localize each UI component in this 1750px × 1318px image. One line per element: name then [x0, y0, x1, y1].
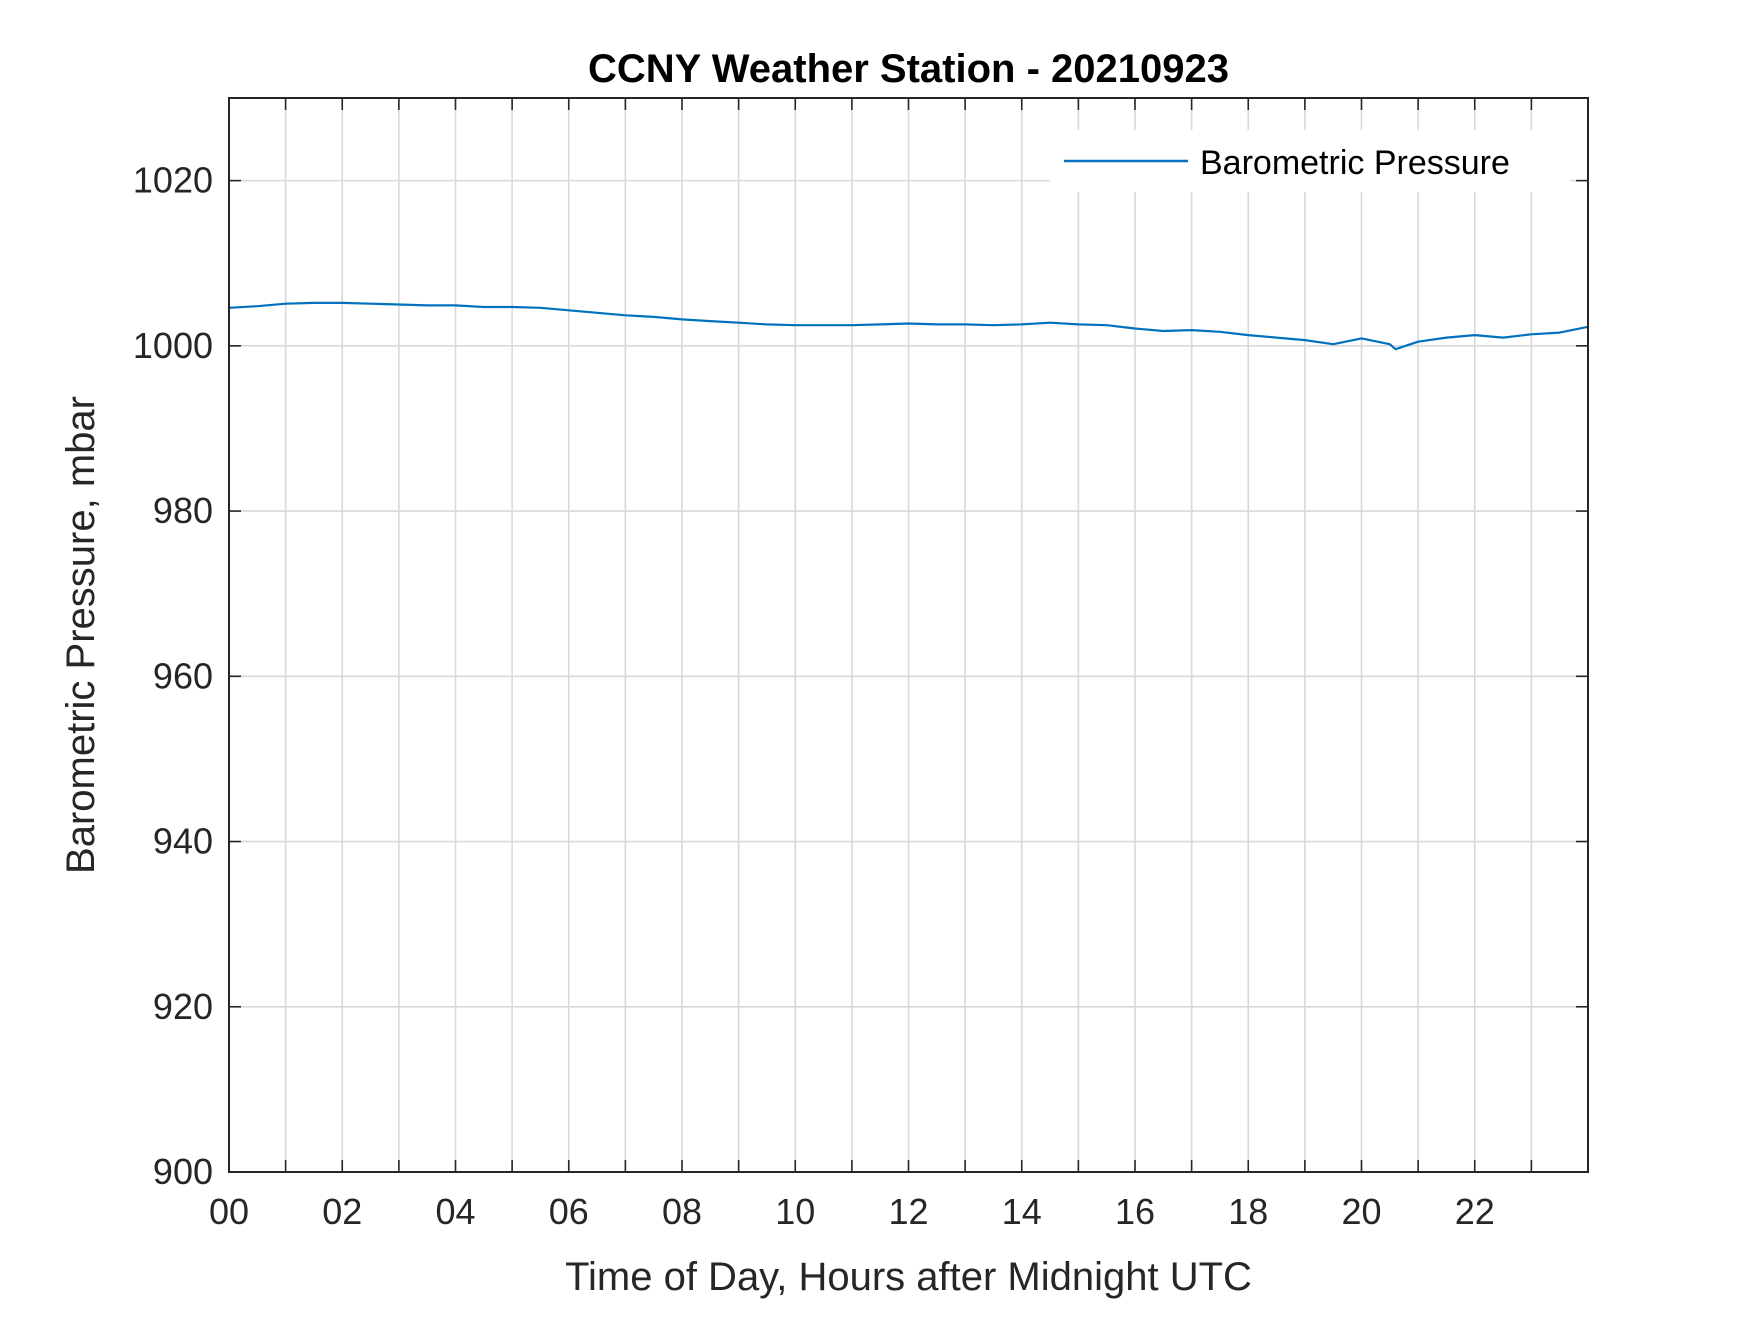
y-tick-label: 940	[153, 821, 213, 862]
x-tick-label: 10	[775, 1191, 815, 1232]
x-tick-label: 04	[435, 1191, 475, 1232]
tick-labels: 900 920 940 960 980 1000 1020 00 02 04 06 08 10 12 14 1…	[133, 160, 1495, 1232]
x-tick-label: 22	[1455, 1191, 1495, 1232]
x-tick-label: 06	[549, 1191, 589, 1232]
legend: Barometric Pressure	[1050, 130, 1570, 192]
y-tick-label: 960	[153, 655, 213, 696]
y-tick-label: 980	[153, 490, 213, 531]
x-tick-label: 18	[1228, 1191, 1268, 1232]
x-tick-label: 00	[209, 1191, 249, 1232]
x-tick-label: 16	[1115, 1191, 1155, 1232]
y-tick-label: 920	[153, 986, 213, 1027]
x-tick-label: 20	[1341, 1191, 1381, 1232]
y-tick-label: 1000	[133, 325, 213, 366]
axes	[228, 97, 1589, 1173]
x-tick-label: 12	[888, 1191, 928, 1232]
y-tick-label: 1020	[133, 160, 213, 201]
series-layer	[228, 301, 1589, 351]
legend-entry-barometric-pressure: Barometric Pressure	[1200, 144, 1510, 182]
chart-title: CCNY Weather Station - 20210923	[588, 47, 1229, 91]
y-tick-label: 900	[153, 1151, 213, 1192]
grid	[229, 98, 1588, 1172]
x-tick-label: 08	[662, 1191, 702, 1232]
axes-box	[228, 97, 1589, 1173]
x-axis-label: Time of Day, Hours after Midnight UTC	[565, 1255, 1252, 1299]
y-axis-label: Barometric Pressure, mbar	[59, 396, 103, 874]
x-tick-label: 14	[1002, 1191, 1042, 1232]
x-tick-label: 02	[322, 1191, 362, 1232]
series-line-barometric-pressure	[228, 301, 1589, 351]
